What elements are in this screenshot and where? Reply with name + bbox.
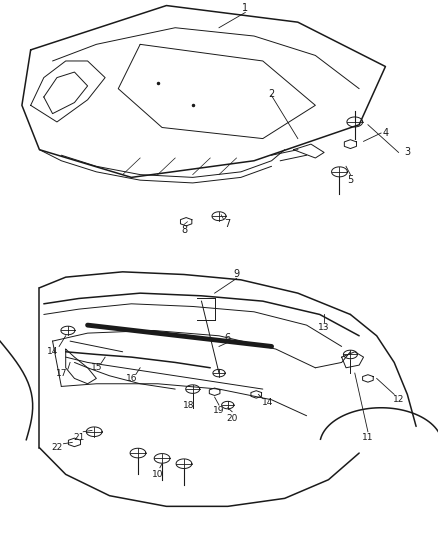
- Text: 17: 17: [56, 369, 67, 377]
- Text: 14: 14: [47, 348, 58, 356]
- Text: 19: 19: [213, 406, 225, 415]
- Text: 7: 7: [225, 220, 231, 230]
- Text: 10: 10: [152, 470, 163, 479]
- Text: 13: 13: [318, 324, 330, 332]
- Text: 1: 1: [242, 3, 248, 13]
- Text: 21: 21: [73, 433, 85, 441]
- Text: 12: 12: [393, 395, 404, 404]
- Text: 16: 16: [126, 374, 137, 383]
- Text: 18: 18: [183, 401, 194, 409]
- Text: 22: 22: [51, 443, 63, 452]
- Text: 14: 14: [261, 398, 273, 407]
- Text: 11: 11: [362, 433, 374, 441]
- Text: 15: 15: [91, 364, 102, 372]
- Text: 20: 20: [226, 414, 238, 423]
- Text: 9: 9: [233, 270, 240, 279]
- Text: 6: 6: [225, 334, 231, 343]
- Text: 2: 2: [268, 89, 275, 99]
- Text: 4: 4: [382, 128, 389, 138]
- Text: 5: 5: [347, 175, 353, 185]
- Text: 8: 8: [181, 225, 187, 235]
- Text: 3: 3: [404, 148, 410, 157]
